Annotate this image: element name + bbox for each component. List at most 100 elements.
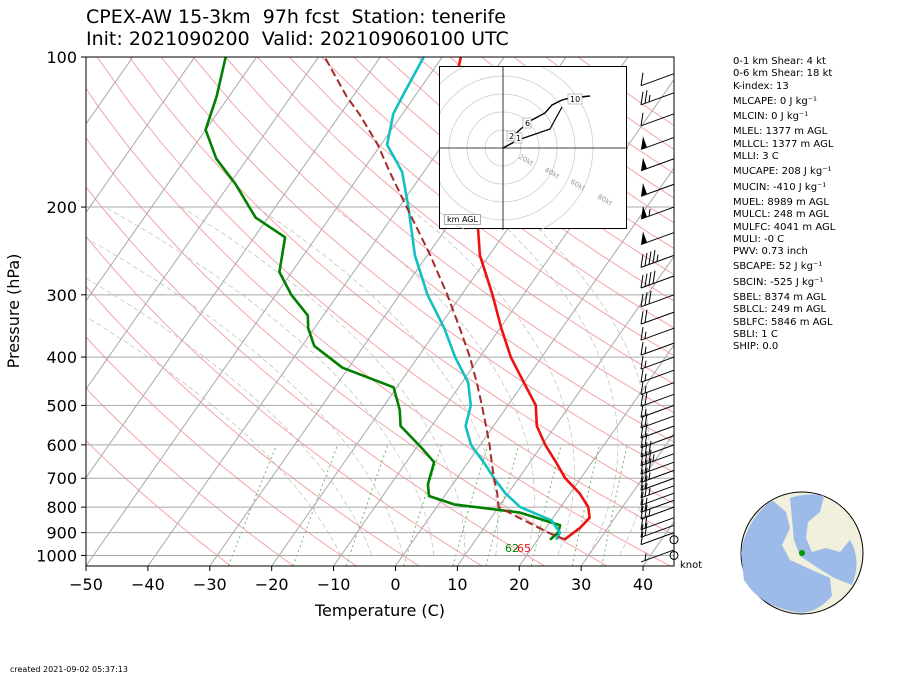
barb-flag (640, 369, 644, 383)
barb-flag (644, 309, 648, 323)
x-tick-label: 0 (390, 575, 400, 594)
wind-barb (640, 458, 675, 475)
barb-flag (640, 524, 644, 538)
mixing-ratio-line (292, 444, 339, 566)
barb-staff (640, 444, 675, 458)
barb-half-flag (644, 346, 647, 354)
calm-circle (669, 535, 679, 545)
stat-line: MUCIN: -410 J kg⁻¹ (733, 181, 827, 193)
barb-half-flag (656, 254, 659, 262)
wind-barb (640, 327, 675, 341)
hodograph-height-box (522, 117, 532, 129)
barb-flag (640, 381, 644, 395)
y-tick-label: 500 (46, 396, 77, 415)
barb-staff (640, 415, 675, 429)
stat-line: MUEL: 8989 m AGL (733, 196, 829, 208)
barb-staff (640, 382, 675, 396)
barb-staff (640, 356, 675, 370)
barb-staff (640, 517, 675, 531)
barb-flag (644, 273, 648, 287)
isotherm (86, 57, 381, 479)
barb-flag (644, 391, 648, 405)
isotherm (86, 57, 258, 302)
parcel-line (323, 57, 566, 541)
hodograph-ring-label: 20kt (517, 153, 535, 168)
stat-line: SBCIN: -525 J kg⁻¹ (733, 276, 824, 288)
wind-barb (640, 249, 675, 268)
barb-staff (640, 499, 675, 513)
barb-half-flag (644, 331, 647, 339)
barb-staff (640, 425, 675, 439)
barb-flag (640, 506, 644, 520)
barb-staff (640, 453, 675, 467)
x-tick-label: 30 (571, 575, 591, 594)
mixing-ratio-line (403, 444, 442, 566)
barb-flag (640, 274, 644, 289)
x-tick-label: −40 (131, 575, 165, 594)
wind-barb (640, 531, 675, 546)
barb-half-flag (644, 553, 647, 561)
dry-adiabat (128, 57, 674, 505)
wind-barb (640, 492, 675, 506)
hodograph-height-box (506, 130, 516, 142)
wind-barb (640, 136, 675, 150)
created-timestamp: created 2021-09-02 05:37:13 (10, 665, 128, 674)
station-marker (799, 550, 805, 556)
barb-staff (640, 136, 675, 150)
x-tick-label: −10 (317, 575, 351, 594)
stat-line: SBCAPE: 52 J kg⁻¹ (733, 261, 823, 273)
hodograph-unit-label: km AGL (444, 214, 481, 225)
barb-flag (640, 72, 644, 86)
dry-adiabat (257, 57, 674, 385)
barb-staff (640, 435, 675, 449)
stat-line: PWV: 0.73 inch (733, 246, 808, 258)
barb-staff (640, 524, 675, 538)
barb-flag (640, 254, 644, 268)
dry-adiabat (160, 57, 674, 474)
x-tick-label: 40 (633, 575, 653, 594)
wind-barb (640, 90, 675, 106)
barb-staff (640, 485, 675, 499)
barb-staff (640, 477, 675, 491)
dry-adiabat (86, 336, 357, 566)
wind-barb (640, 270, 675, 289)
wind-barb (640, 157, 675, 172)
barb-flag (644, 522, 648, 536)
dry-adiabat (86, 235, 483, 566)
barb-flag (644, 504, 648, 518)
stat-line: SHIP: 0.0 (733, 341, 779, 353)
barb-flag (640, 356, 644, 370)
barb-unit-label: knot (680, 560, 703, 571)
y-tick-label: 1000 (36, 546, 77, 565)
hodograph-plot: 20kt 40kt 60kt 80kt 1 2 6 10 (412, 57, 628, 239)
barb-flag (640, 477, 644, 491)
isotherm (86, 57, 319, 391)
dry-adiabat (86, 387, 294, 566)
hodograph-rings (412, 57, 594, 239)
barb-flag (644, 252, 648, 266)
barb-flag (640, 293, 644, 307)
barb-flag (640, 434, 644, 448)
axis-ticks: −50 −40 −30 −20 −10 0 10 20 30 40 100 200 300 400 500 6… (36, 48, 653, 594)
barb-half-flag (648, 209, 651, 217)
barb-flag (648, 271, 652, 286)
hodograph-height-label: 10 (570, 95, 580, 104)
globe-atlantic-east (790, 494, 857, 585)
stat-line: 0-6 km Shear: 18 kt (733, 68, 833, 80)
barb-flag (648, 440, 652, 455)
barb-flag (644, 459, 648, 473)
isotherm (518, 344, 674, 566)
barb-pennant (641, 157, 647, 171)
x-tick-label: 10 (447, 575, 467, 594)
barb-flag (640, 393, 644, 407)
barb-pennant (641, 183, 647, 197)
wind-barb (640, 356, 675, 370)
barb-staff (640, 342, 675, 356)
barb-flag (640, 327, 644, 341)
y-tick-label: 300 (46, 286, 77, 305)
chart-title-line-2: Init: 2021090200 Valid: 202109060100 UTC (86, 28, 509, 50)
barb-staff (640, 469, 675, 483)
wind-barb (640, 522, 675, 538)
barb-flag (644, 475, 648, 489)
barb-flag (640, 452, 644, 466)
